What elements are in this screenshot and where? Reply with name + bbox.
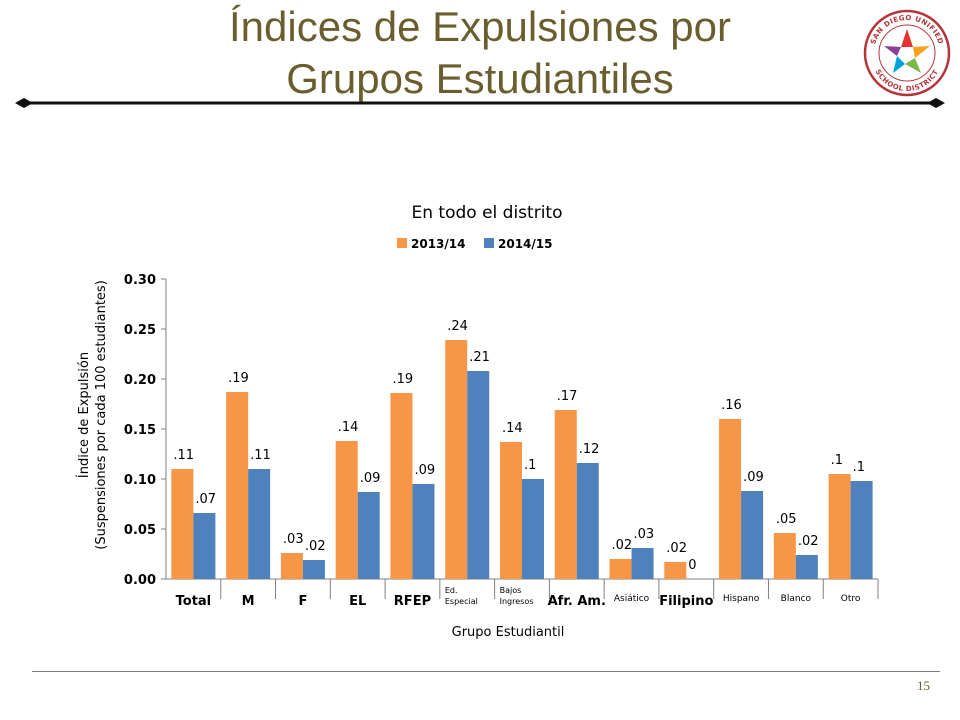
data-label-1: .19 [392, 372, 413, 387]
legend-label-2: 2014/15 [498, 237, 552, 251]
data-label-2: .1 [524, 458, 536, 473]
x-category-label: Bajos Ingresos [500, 586, 534, 606]
y-tick-label: 0.00 [124, 573, 156, 588]
bar-2 [850, 481, 873, 579]
bar-1 [226, 392, 249, 579]
bar-1 [390, 393, 413, 579]
data-label-1: .05 [776, 512, 797, 527]
y-tick-label: 0.10 [124, 473, 156, 488]
data-label-1: .14 [502, 421, 523, 436]
data-label-1: .24 [447, 319, 468, 334]
x-category-label: M [242, 594, 255, 609]
x-category-label: F [298, 594, 307, 609]
data-label-1: .1 [831, 453, 843, 468]
legend-label-1: 2013/14 [411, 237, 465, 251]
data-label-1: .14 [338, 420, 359, 435]
bar-2 [193, 513, 216, 579]
slide-title-line1: Índices de Expulsiones por [229, 3, 731, 50]
data-label-2: .02 [305, 539, 326, 554]
bar-2 [412, 484, 435, 579]
data-label-2: .09 [360, 471, 381, 486]
bar-1 [445, 340, 468, 579]
x-category-label: RFEP [394, 594, 431, 609]
page-number: 15 [917, 678, 930, 693]
x-category-label: Asiático [614, 594, 650, 604]
footer-rule [32, 671, 940, 672]
slide-title-line2: Grupos Estudiantiles [286, 55, 674, 102]
data-label-2: .1 [853, 460, 865, 475]
bar-2 [741, 491, 764, 579]
data-label-1: .19 [228, 371, 249, 386]
y-tick-label: 0.30 [124, 273, 156, 288]
x-axis-title: Grupo Estudiantil [452, 625, 565, 640]
data-label-2: .09 [743, 470, 764, 485]
bar-1 [828, 474, 851, 579]
bar-2 [302, 560, 325, 579]
data-label-1: .16 [721, 398, 742, 413]
bar-2 [795, 555, 818, 579]
data-label-2: .09 [414, 463, 435, 478]
y-tick-label: 0.25 [124, 323, 156, 338]
y-axis-title: Índice de Expulsión (Suspensiones por cad… [76, 280, 109, 550]
bar-2 [357, 492, 380, 579]
y-tick-label: 0.05 [124, 523, 156, 538]
bar-1 [500, 442, 522, 579]
bar-2 [522, 479, 544, 579]
data-label-1: .03 [283, 532, 304, 547]
x-category-label: EL [349, 594, 366, 609]
data-label-2: .12 [579, 442, 600, 457]
header-rule [15, 98, 945, 108]
x-category-label: Total [176, 594, 212, 609]
bar-1 [773, 533, 796, 579]
data-label-1: .02 [612, 538, 633, 553]
district-logo: SAN DIEGO UNIFIED SCHOOL DISTRICT [863, 9, 951, 97]
data-label-1: .02 [666, 541, 687, 556]
x-category-label: Afr. Am. [548, 594, 606, 609]
data-label-2: .02 [798, 534, 819, 549]
data-label-2: .11 [250, 448, 271, 463]
bar-1 [664, 562, 687, 579]
y-tick-label: 0.15 [124, 423, 156, 438]
bar-1 [554, 410, 577, 579]
y-tick-label: 0.20 [124, 373, 156, 388]
data-label-2: .21 [469, 350, 490, 365]
data-label-2: 0 [688, 558, 696, 573]
bar-2 [467, 371, 490, 579]
legend-swatch-2 [484, 238, 494, 248]
bar-1 [719, 419, 742, 579]
data-label-2: .07 [195, 492, 216, 507]
data-label-1: .11 [173, 448, 194, 463]
bar-1 [609, 559, 632, 579]
bar-1 [335, 441, 358, 579]
data-label-2: .03 [634, 527, 655, 542]
legend-swatch-1 [397, 238, 407, 248]
x-category-label: Ed. Especial [445, 586, 478, 606]
x-category-label: Blanco [781, 594, 812, 604]
x-category-label: Hispano [723, 594, 760, 604]
x-category-label: Otro [841, 594, 861, 604]
chart-title: En todo el distrito [412, 203, 563, 223]
bar-2 [576, 463, 599, 579]
bar-1 [171, 469, 194, 579]
data-label-1: .17 [557, 389, 578, 404]
x-category-label: Filipino [659, 594, 713, 609]
bar-2 [631, 548, 654, 579]
bar-2 [248, 469, 271, 579]
bar-1 [280, 553, 303, 579]
